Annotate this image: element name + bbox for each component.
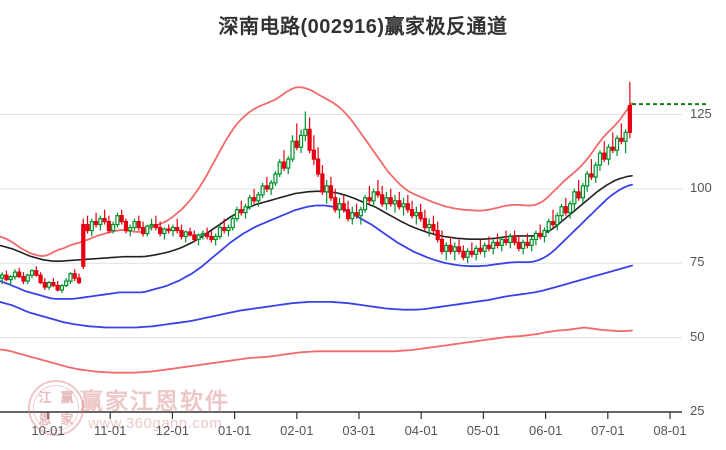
y-axis-tick-label: 125 [690,105,712,121]
x-axis-tick-label: 10-01 [31,423,65,438]
page-title: 深南电路(002916)赢家极反通道 [218,16,508,38]
x-axis [0,411,682,419]
x-axis-tick-label: 12-01 [155,423,190,438]
y-axis-tick-label: 25 [690,403,705,418]
y-axis-tick-label: 50 [690,328,705,344]
y-axis-tick-label: 100 [690,179,712,195]
x-axis-tick-label: 01-01 [217,423,252,438]
x-axis-tick-label: 08-01 [653,423,687,438]
candlestick-series [0,81,632,293]
x-axis-tick-label: 11-01 [94,423,127,438]
gridlines [0,114,682,413]
x-axis-tick-label: 05-01 [466,423,501,438]
x-axis-tick-label: 04-01 [404,423,438,438]
x-axis-tick-label: 02-01 [280,423,314,438]
x-axis-tick-label: 03-01 [342,423,376,438]
channel-bands [0,86,633,374]
x-axis-tick-label: 06-01 [528,423,563,438]
y-axis-tick-label: 75 [690,254,705,270]
x-axis-tick-label: 07-01 [591,423,625,438]
